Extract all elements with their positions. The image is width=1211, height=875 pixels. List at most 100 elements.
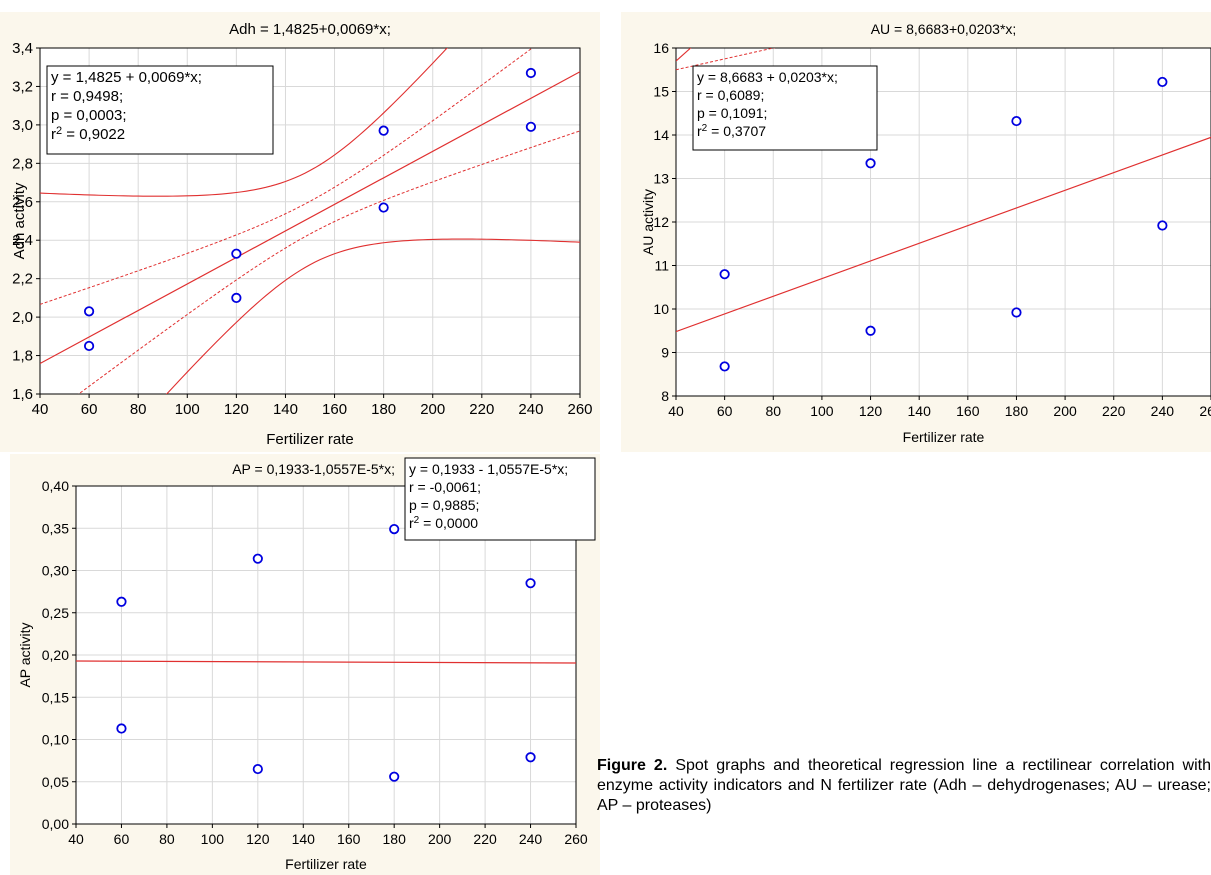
stats-line: r = 0,6089;: [697, 87, 764, 103]
data-point: [719, 361, 730, 372]
data-point: [525, 752, 536, 763]
stats-r-squared-value: = 0,3707: [707, 123, 766, 139]
stats-line: p = 0,1091;: [697, 105, 767, 121]
y-tick-label: 3,4: [12, 40, 33, 57]
x-tick-label: 40: [32, 401, 49, 418]
stats-line: p = 0,9885;: [409, 497, 479, 513]
stats-r-squared-exp: 2: [56, 125, 62, 137]
x-tick-label: 200: [428, 831, 452, 847]
stats-line: y = 8,6683 + 0,0203*x;: [697, 69, 838, 85]
x-tick-label: 80: [765, 403, 781, 419]
confidence-band-lower: [77, 130, 580, 394]
chart-ap: 40 60 80 100 120 140 160 180 200 220 240 260 0,00 0,0…: [10, 454, 600, 875]
regression-group: [676, 48, 1211, 333]
x-tick-label: 40: [668, 403, 684, 419]
data-point: [389, 523, 400, 535]
y-tick-label: 1,6: [12, 386, 33, 403]
x-tick-label: 100: [810, 403, 834, 419]
stats-r-squared-value: = 0,9022: [62, 126, 125, 143]
data-point: [116, 723, 127, 734]
chart-au: 40 60 80 100 120 140 160 180 200 220 240 260 8 9 10 11 1…: [621, 12, 1211, 452]
x-tick-label: 180: [1005, 403, 1029, 419]
plot-border: [75, 485, 577, 825]
y-tick-label: 12: [653, 214, 669, 230]
y-tick-label: 1,8: [12, 348, 33, 365]
x-tick-label: 160: [337, 831, 361, 847]
x-tick-label: 180: [383, 831, 407, 847]
y-axis-label: Adh activity: [11, 182, 28, 259]
stats-r-squared: r2 = 0,3707: [697, 123, 766, 139]
x-axis-label: Fertilizer rate: [285, 856, 367, 872]
y-tick-label: 0,15: [42, 689, 69, 705]
chart-adh: 40 60 80 100 120 140 160 180 200 220 240 260 1,6 1,8 2…: [0, 12, 600, 452]
x-tick-label: 120: [246, 831, 270, 847]
data-point: [378, 125, 389, 136]
y-tick-label: 0,30: [42, 563, 69, 579]
data-point: [525, 121, 537, 132]
x-tick-label: 40: [68, 831, 84, 847]
stats-line: y = 0,1933 - 1,0557E-5*x;: [409, 461, 568, 477]
x-tick-label: 220: [469, 401, 494, 418]
regression-group: [76, 660, 576, 664]
x-tick-label: 100: [201, 831, 225, 847]
y-tick-label: 14: [653, 127, 669, 143]
stats-box: [46, 65, 274, 155]
y-axis-label: AP activity: [17, 622, 33, 687]
confidence-band-upper: [40, 48, 534, 305]
regression-group: [40, 48, 580, 394]
x-tick-label: 180: [371, 401, 396, 418]
x-axis-label: Fertilizer rate: [903, 429, 985, 445]
stats-box: [692, 65, 878, 151]
data-point: [83, 340, 95, 352]
x-tick-label: 120: [859, 403, 883, 419]
data-point: [865, 158, 876, 169]
y-tick-label: 10: [653, 301, 669, 317]
x-tick-label: 220: [1102, 403, 1126, 419]
x-tick-label: 60: [114, 831, 130, 847]
data-point: [525, 67, 537, 79]
stats-r-squared-value: = 0,0000: [419, 515, 478, 531]
y-tick-label: 11: [654, 258, 669, 274]
regression-line: [40, 71, 580, 365]
regression-line: [76, 660, 576, 664]
stats-r-squared: r2 = 0,9022: [51, 125, 125, 143]
x-tick-label: 240: [1151, 403, 1175, 419]
chart-title: Adh = 1,4825+0,0069*x;: [229, 21, 391, 38]
data-point: [389, 771, 400, 782]
prediction-band-upper: [676, 48, 692, 62]
x-tick-label: 60: [81, 401, 98, 418]
data-point: [116, 596, 127, 607]
x-tick-label: 260: [1199, 403, 1211, 419]
data-point: [252, 763, 263, 775]
x-tick-label: 160: [322, 401, 347, 418]
x-tick-label: 60: [717, 403, 733, 419]
data-point: [231, 248, 242, 259]
data-point: [252, 553, 263, 564]
data-point: [1011, 307, 1022, 318]
y-tick-label: 2,8: [12, 155, 33, 172]
y-tick-label: 15: [653, 84, 669, 100]
y-tick-label: 8: [661, 388, 669, 404]
x-tick-label: 80: [159, 831, 175, 847]
plot-border: [39, 47, 581, 395]
y-tick-label: 3,0: [12, 117, 33, 134]
chart-title: AU = 8,6683+0,0203*x;: [871, 21, 1017, 37]
chart-title: AP = 0,1933-1,0557E-5*x;: [232, 461, 395, 477]
data-point: [1157, 220, 1168, 231]
data-point: [83, 306, 95, 317]
x-tick-label: 240: [518, 401, 543, 418]
data-point: [525, 578, 536, 589]
y-tick-label: 2,4: [12, 232, 33, 249]
y-tick-label: 0,10: [42, 732, 69, 748]
stats-line: p = 0,0003;: [51, 107, 126, 124]
y-tick-label: 0,05: [42, 774, 69, 790]
x-tick-label: 140: [908, 403, 932, 419]
y-tick-label: 9: [661, 345, 669, 361]
y-tick-label: 3,2: [12, 78, 33, 95]
x-tick-label: 80: [130, 401, 147, 418]
data-point: [378, 202, 389, 213]
data-point: [1157, 76, 1168, 88]
y-tick-label: 0,20: [42, 647, 69, 663]
x-tick-label: 240: [519, 831, 543, 847]
x-tick-label: 260: [567, 401, 592, 418]
